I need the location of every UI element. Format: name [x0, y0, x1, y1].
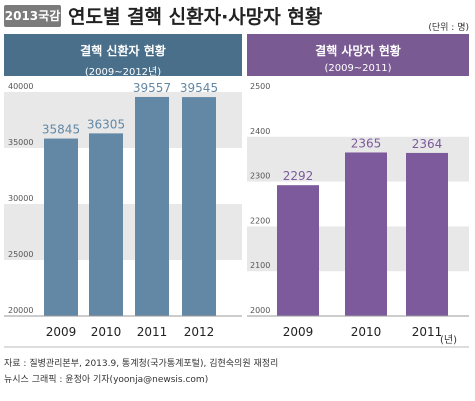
- credit-line: 뉴시스 그래픽 : 윤정아 기자(yoonja@newsis.com): [4, 375, 209, 385]
- right-panel-header: 결핵 사망자 현황 (2009~2011): [247, 34, 469, 76]
- left-bar: [44, 138, 78, 316]
- left-xtick-label: 2010: [91, 325, 122, 339]
- left-bar-value-label: 39557: [133, 81, 171, 95]
- left-ytick-label: 35000: [8, 138, 33, 147]
- right-bar-value-label: 2364: [412, 137, 443, 151]
- left-ytick-label: 25000: [8, 250, 33, 259]
- right-ytick-label: 2100: [250, 261, 270, 270]
- right-xtick-label: 2010: [351, 325, 382, 339]
- left-xtick-label: 2012: [184, 325, 215, 339]
- left-bar-value-label: 35845: [42, 123, 80, 137]
- left-bar: [182, 97, 216, 316]
- right-panel-title: 결핵 사망자 현황: [315, 44, 401, 58]
- right-ytick-label: 2200: [250, 216, 270, 225]
- left-bar: [89, 133, 123, 316]
- year-tag: 2013국감: [4, 5, 61, 27]
- source-line: 자료 : 질병관리본부, 2013.9, 통계청(국가통계포털), 김현숙의원 …: [4, 359, 279, 369]
- right-xtick-label: 2009: [283, 325, 314, 339]
- left-panel-header: 결핵 신환자 현황 (2009~2012년): [4, 34, 242, 78]
- left-panel-subtitle: (2009~2012년): [84, 67, 162, 78]
- right-ytick-label: 2000: [250, 306, 270, 315]
- right-bar-value-label: 2292: [283, 169, 314, 183]
- right-bar-value-label: 2365: [351, 136, 382, 150]
- left-bar: [135, 96, 169, 316]
- unit-label: (단위 : 명): [428, 23, 469, 33]
- right-bar: [406, 152, 448, 316]
- right-bar: [277, 185, 319, 316]
- right-panel-subtitle: (2009~2011): [324, 63, 392, 74]
- right-xtick-label: 2011: [412, 325, 443, 339]
- left-xtick-label: 2011: [137, 325, 168, 339]
- left-xtick-label: 2009: [46, 325, 77, 339]
- left-ytick-label: 40000: [8, 82, 33, 91]
- year-unit-label: (년): [440, 335, 458, 346]
- right-bar: [345, 152, 387, 316]
- left-ytick-label: 30000: [8, 194, 33, 203]
- left-bar-value-label: 39545: [180, 81, 218, 95]
- left-bar-value-label: 36305: [87, 117, 125, 131]
- page-title: 연도별 결핵 신환자·사망자 현황: [68, 6, 323, 28]
- right-ytick-label: 2300: [250, 172, 270, 181]
- left-ytick-label: 20000: [8, 306, 33, 315]
- right-ytick-label: 2400: [250, 127, 270, 136]
- left-panel-title: 결핵 신환자 현황: [80, 44, 166, 58]
- right-ytick-label: 2500: [250, 82, 270, 91]
